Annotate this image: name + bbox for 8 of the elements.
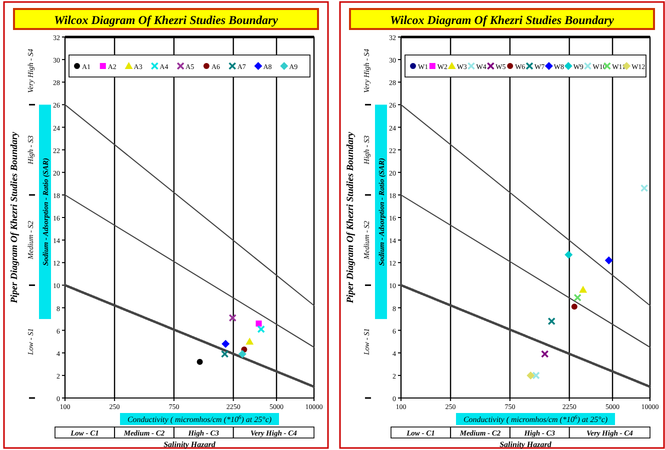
text: Piper Diagram Of Khezri Studies Boundary bbox=[10, 131, 20, 304]
text: Salinity Hazard bbox=[164, 440, 216, 449]
x-axis-title: Conductivity ( micromhos/cm (*10$^{6}$) at 25°c) bbox=[127, 415, 272, 424]
x-axis-title: Conductivity ( micromhos/cm (*10$^{6}$) at 25°c) bbox=[463, 415, 608, 424]
text: Salinity Hazard bbox=[500, 440, 552, 449]
chart-title: Wilcox Diagram Of Khezri Studies Boundary bbox=[54, 13, 279, 27]
text: Piper Diagram Of Khezri Studies Boundary bbox=[346, 131, 356, 304]
chart-title: Wilcox Diagram Of Khezri Studies Boundary bbox=[390, 13, 615, 27]
